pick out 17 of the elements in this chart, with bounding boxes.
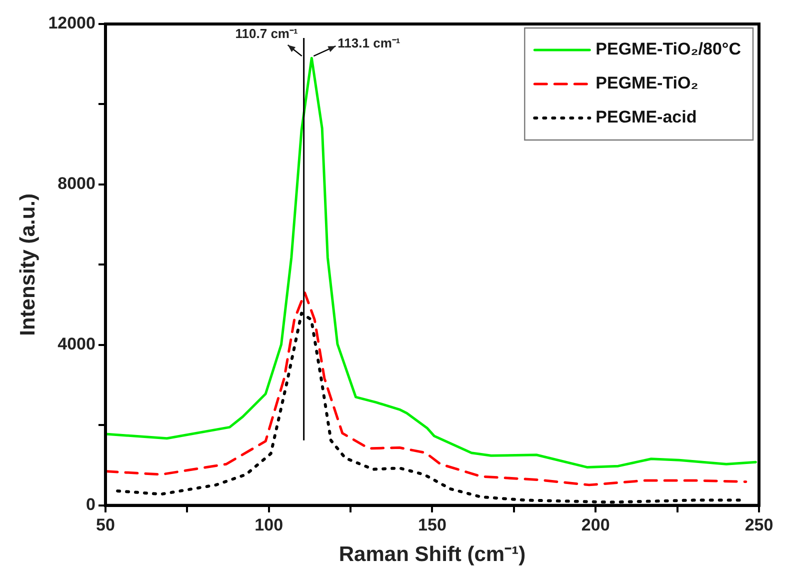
legend-label: PEGME-TiO₂/80°C: [596, 40, 742, 59]
y-tick-label: 0: [86, 495, 96, 514]
y-tick-label: 8000: [58, 174, 96, 194]
legend-label: PEGME-TiO₂: [596, 74, 698, 93]
x-tick-label: 50: [96, 515, 115, 534]
x-tick-label: 150: [418, 515, 446, 534]
y-tick-label: 4000: [58, 334, 96, 354]
y-axis-title: Intensity (a.u.): [16, 194, 40, 336]
line-series: [105, 292, 748, 486]
x-axis-title: Raman Shift (cm⁻¹): [338, 543, 526, 566]
annotation: 113.1 cm⁻¹: [338, 36, 400, 51]
x-tick-label: 100: [254, 515, 284, 534]
ref-line-label: 110.7 cm⁻¹: [235, 26, 298, 42]
legend-label: PEGME-acid: [596, 108, 697, 127]
x-tick-label: 200: [581, 515, 610, 534]
y-tick-label: 12000: [48, 14, 96, 33]
x-tick-label: 250: [744, 515, 774, 534]
